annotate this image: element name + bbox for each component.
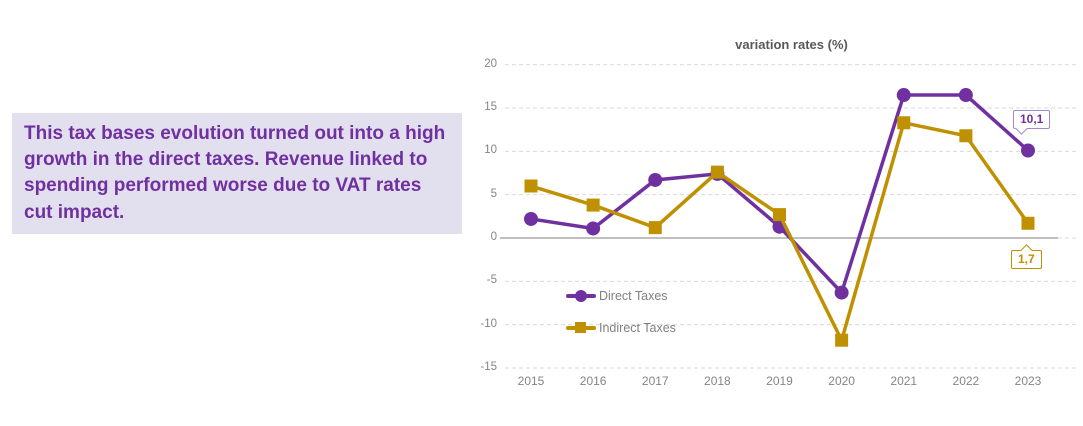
y-axis-label--5: -5 xyxy=(486,274,497,287)
marker-indirect-taxes-2017 xyxy=(648,221,662,235)
y-axis-label-5: 5 xyxy=(490,187,497,200)
x-axis-label-2018: 2018 xyxy=(704,374,731,388)
series-line-direct-taxes xyxy=(530,93,1030,296)
marker-direct-taxes-2017 xyxy=(648,172,663,187)
x-axis-label-2023: 2023 xyxy=(1014,374,1042,388)
data-label-indirect-2023: 1,7 xyxy=(1011,244,1042,269)
marker-indirect-taxes-2016 xyxy=(586,198,600,212)
marker-indirect-taxes-2021 xyxy=(897,116,911,130)
marker-indirect-taxes-2022 xyxy=(959,129,973,143)
circle-marker-icon xyxy=(575,289,587,302)
summary-note-text: This tax bases evolution turned out into… xyxy=(24,123,446,223)
data-label-direct-2023-value: 10,1 xyxy=(1020,112,1044,126)
y-axis-label--15: -15 xyxy=(480,360,497,373)
marker-direct-taxes-2020 xyxy=(834,285,849,300)
x-axis-label-2020: 2020 xyxy=(828,374,855,388)
x-axis-label-2015: 2015 xyxy=(517,374,545,388)
legend: Direct Taxes Indirect Taxes xyxy=(566,286,676,350)
direct-taxes-line-icon xyxy=(566,289,596,302)
legend-item-direct-taxes: Direct Taxes xyxy=(566,286,676,306)
x-axis-label-2017: 2017 xyxy=(641,374,669,388)
x-axis-label-2021: 2021 xyxy=(890,374,918,388)
x-axis-label-2022: 2022 xyxy=(952,374,980,388)
marker-indirect-taxes-2018 xyxy=(710,165,724,179)
y-axis-label-10: 10 xyxy=(484,144,497,157)
marker-direct-taxes-2021 xyxy=(896,88,911,103)
marker-direct-taxes-2022 xyxy=(958,88,973,103)
y-axis-label-20: 20 xyxy=(484,57,497,70)
legend-label-direct-taxes: Direct Taxes xyxy=(599,289,668,303)
y-axis-label--10: -10 xyxy=(480,317,497,330)
marker-indirect-taxes-2019 xyxy=(773,208,786,222)
marker-indirect-taxes-2015 xyxy=(524,179,538,193)
y-axis-label-0: 0 xyxy=(490,231,497,243)
marker-direct-taxes-2015 xyxy=(524,211,538,226)
marker-indirect-taxes-2020 xyxy=(835,333,849,347)
marker-direct-taxes-2023 xyxy=(1021,143,1035,158)
legend-label-indirect-taxes: Indirect Taxes xyxy=(599,321,676,335)
data-label-direct-2023: 10,1 xyxy=(1013,110,1051,135)
marker-indirect-taxes-2023 xyxy=(1021,216,1035,230)
indirect-taxes-line-icon xyxy=(566,322,596,334)
x-axis-label-2019: 2019 xyxy=(766,374,793,388)
y-axis-label-15: 15 xyxy=(484,101,497,114)
x-axis-label-2016: 2016 xyxy=(579,374,607,388)
data-label-indirect-2023-value: 1,7 xyxy=(1018,252,1035,266)
square-marker-icon xyxy=(575,322,586,334)
chart-title: variation rates (%) xyxy=(735,37,848,52)
marker-direct-taxes-2016 xyxy=(586,221,601,236)
summary-note: This tax bases evolution turned out into… xyxy=(12,113,462,234)
legend-item-indirect-taxes: Indirect Taxes xyxy=(566,318,676,338)
